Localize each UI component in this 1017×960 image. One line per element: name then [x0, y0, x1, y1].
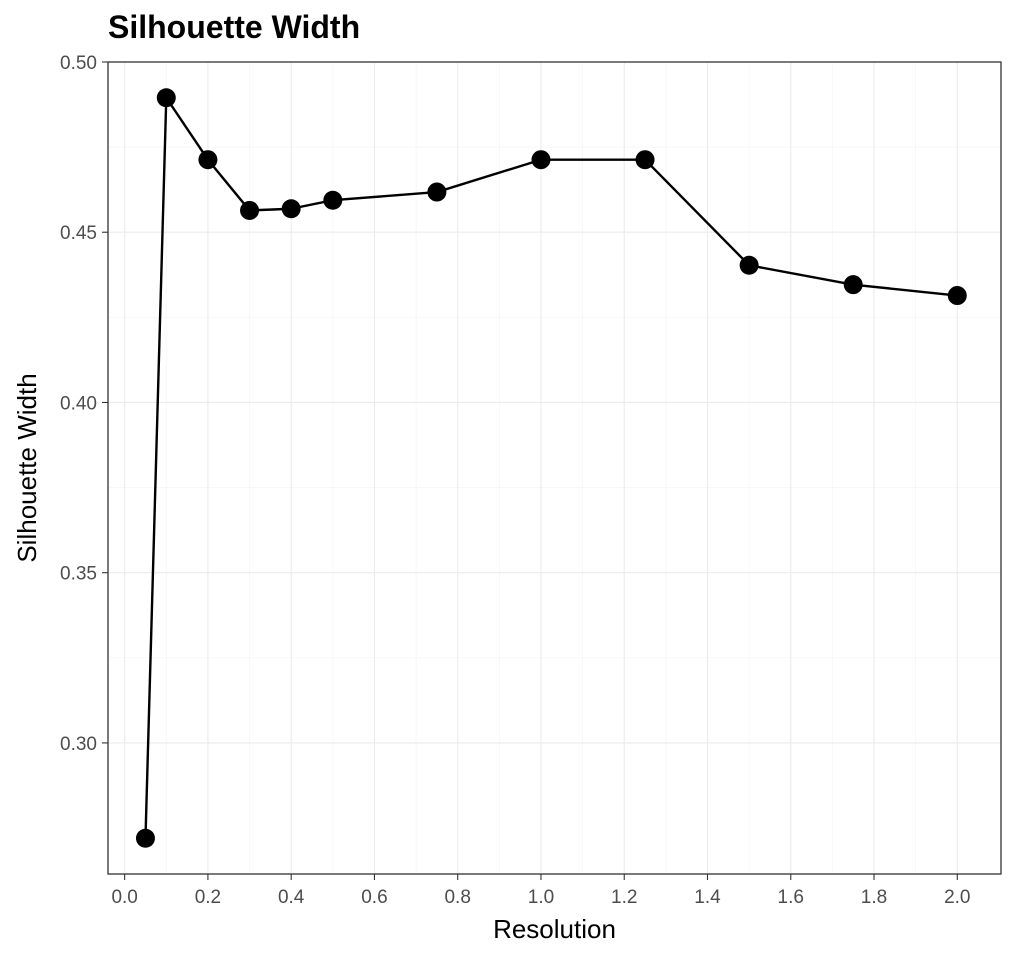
x-tick-label: 0.8: [444, 887, 470, 908]
x-tick-label: 1.8: [861, 887, 887, 908]
x-tick-label: 0.4: [278, 887, 305, 908]
y-axis-title: Silhouette Width: [12, 373, 42, 562]
y-tick-label: 0.30: [60, 734, 97, 755]
x-axis-title: Resolution: [493, 914, 616, 944]
data-point: [135, 828, 155, 848]
x-tick-label: 1.2: [611, 887, 637, 908]
series-line: [144, 96, 958, 839]
x-tick-label: 0.6: [361, 887, 387, 908]
x-tick-label: 0.2: [195, 887, 221, 908]
data-point: [531, 150, 551, 170]
data-point: [240, 200, 260, 220]
x-tick-label: 1.0: [528, 887, 554, 908]
data-point: [323, 190, 343, 210]
chart-title: Silhouette Width: [108, 9, 360, 45]
x-tick-label: 1.6: [778, 887, 804, 908]
x-tick-label: 1.4: [694, 887, 721, 908]
data-point: [281, 199, 301, 219]
grid-lines: [108, 61, 1001, 874]
y-tick-label: 0.50: [60, 53, 97, 74]
x-tick-label: 2.0: [944, 887, 970, 908]
data-point: [843, 275, 863, 295]
y-tick-label: 0.45: [60, 223, 97, 244]
axes: 0.0 0.2 0.4 0.6 0.8 1.0 1.2 1.4 1.6 1.8 2.0 0.30 0.3…: [60, 53, 970, 908]
data-point: [739, 255, 759, 275]
data-series: [135, 88, 967, 848]
y-tick-label: 0.35: [60, 564, 97, 585]
data-point: [635, 150, 655, 170]
data-point: [947, 286, 967, 306]
y-tick-label: 0.40: [60, 393, 97, 414]
plot-panel-border: [107, 61, 1002, 875]
data-point: [156, 88, 176, 108]
data-point: [427, 182, 447, 202]
data-point: [198, 150, 218, 170]
x-tick-label: 0.0: [111, 887, 137, 908]
